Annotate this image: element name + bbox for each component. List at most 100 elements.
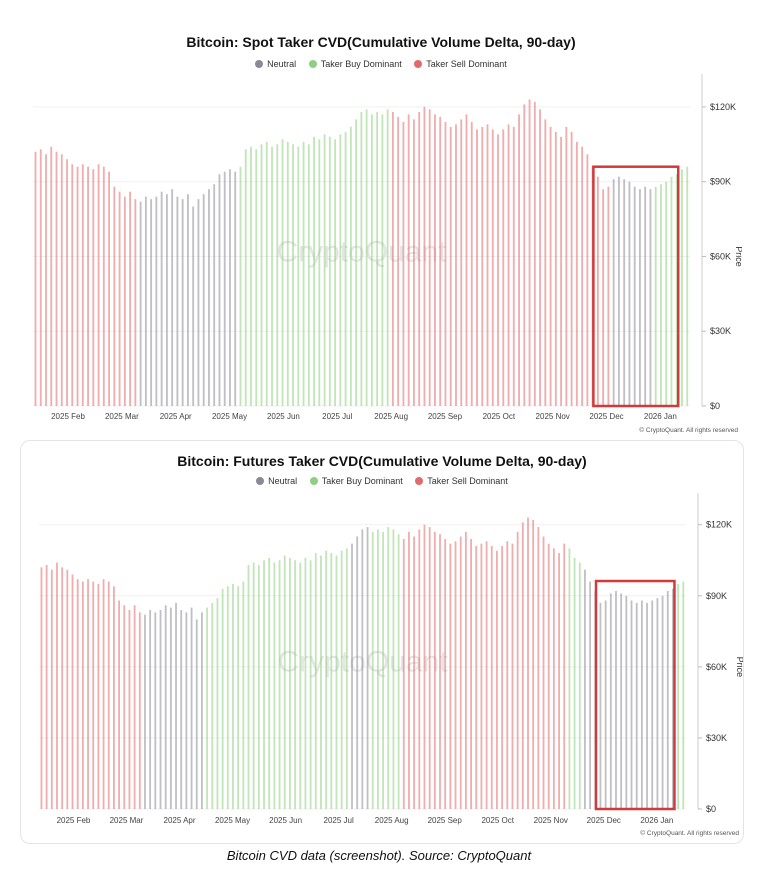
bar [464,531,467,809]
legend-item-buy[interactable]: Taker Buy Dominant [308,59,402,69]
bar [242,581,245,809]
x-tick-label: 2025 Apr [164,816,196,825]
bar [449,543,452,809]
bar [133,605,136,809]
bar [496,550,498,809]
legend-item-buy[interactable]: Taker Buy Dominant [309,476,403,486]
bar [56,562,58,809]
bar [465,114,468,407]
bar [50,569,53,809]
legend-dot-buy [308,60,317,68]
bar [365,109,368,407]
bar [281,139,284,406]
credit-text: © CryptoQuant. All rights reserved [639,426,738,434]
legend-label: Taker Buy Dominant [321,476,403,486]
bar [625,595,628,809]
bar [171,189,174,406]
bar [113,586,115,809]
legend-label: Neutral [268,476,298,486]
legend-item-sell[interactable]: Taker Sell Dominant [414,59,507,69]
bar [139,201,142,406]
bar [502,129,505,406]
legend-dot-buy [309,477,318,485]
bar [397,116,400,406]
bar [349,126,352,407]
bar [612,179,615,406]
bar [501,546,504,809]
bar [512,126,515,407]
bar [640,600,643,809]
bar [134,199,137,406]
bar [402,121,405,406]
legend-dot-sell [415,477,424,485]
bar [263,560,265,809]
bar [660,184,662,406]
bar [155,196,158,406]
bar [507,124,510,406]
x-tick-label: 2025 Dec [589,412,623,421]
bar [360,111,363,406]
bar [283,555,286,809]
bar [307,144,310,406]
bar [208,189,210,406]
bar [470,538,472,809]
bar [318,139,321,406]
bar [428,109,431,407]
bar [102,579,105,809]
bar [221,588,224,809]
bar [271,146,273,407]
bar [328,136,331,406]
y-tick-label: $120K [706,520,732,530]
bar [61,567,64,809]
bar [102,166,105,406]
bar [476,129,478,406]
bar [118,191,121,406]
bar [475,546,478,809]
bar [206,607,208,809]
bar [165,194,168,406]
bar [428,527,431,809]
legend-item-sell[interactable]: Taker Sell Dominant [415,476,508,486]
bar [599,602,602,809]
bar [539,109,541,407]
bar [239,166,242,406]
bar [370,114,373,407]
bar [304,557,307,809]
bar [160,191,163,406]
y-axis-title: Price [734,246,742,267]
bar [418,111,421,406]
bar [423,106,426,407]
bar [344,131,347,406]
bar [537,527,540,809]
bar [276,144,279,406]
bar [211,602,214,809]
bar [128,609,131,809]
x-tick-label: 2025 Dec [587,816,621,825]
bar [190,607,193,809]
bar [76,166,79,406]
x-tick-label: 2025 Jun [267,412,300,421]
y-tick-label: $60K [706,662,727,672]
bar [335,555,338,809]
bar [108,171,110,406]
bar [570,131,573,406]
legend-item-neutral[interactable]: Neutral [256,476,297,486]
bar [252,562,255,809]
bar [257,564,260,809]
bar [628,181,631,406]
bar [247,564,250,809]
legend-dot-neutral [256,477,265,485]
bar [361,529,364,809]
futures-cvd-chart: CryptoQuant$0$30K$60K$90K$120KPrice2025 … [39,493,743,837]
bar [459,536,462,809]
bar [351,543,353,809]
bar [202,194,205,406]
bar [646,602,648,809]
legend-item-neutral[interactable]: Neutral [255,59,296,69]
x-tick-label: 2025 Feb [51,412,85,421]
bar [670,176,673,406]
bar [506,541,509,809]
bar [596,176,599,406]
bar [150,199,153,406]
bar [159,609,162,809]
